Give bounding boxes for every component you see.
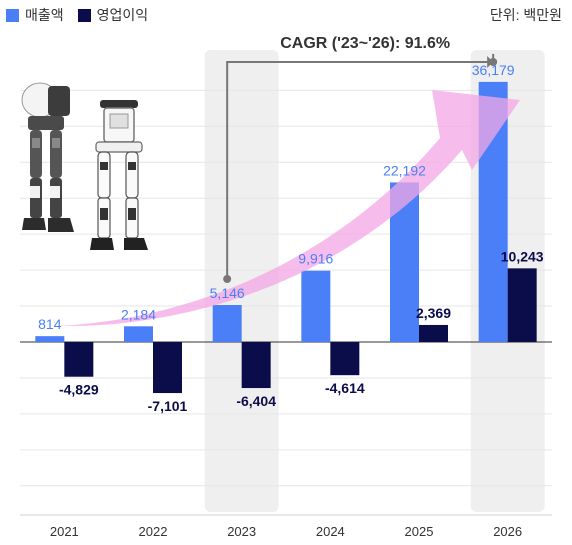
robot-exoskeleton-white-image — [90, 100, 148, 250]
operating-income-value-label-2022: -7,101 — [148, 398, 188, 414]
operating-income-value-label-2021: -4,829 — [59, 382, 99, 398]
operating-income-bar-2022 — [153, 342, 182, 394]
revenue-value-label-2021: 814 — [38, 316, 62, 332]
legend-swatch-operating-income — [77, 8, 91, 22]
legend-item-revenue: 매출액 — [6, 5, 64, 25]
highlight-band-2023 — [204, 50, 279, 512]
revenue-value-label-2024: 9,916 — [298, 251, 333, 267]
operating-income-bar-2024 — [330, 342, 360, 376]
revenue-value-label-2022: 2,184 — [121, 306, 156, 322]
operating-income-value-label-2023: -6,404 — [236, 393, 276, 409]
operating-income-value-label-2026: 10,243 — [501, 248, 544, 264]
growth-arrow — [58, 90, 520, 327]
x-tick-label-2023: 2023 — [227, 524, 256, 539]
legend-item-operating-income: 영업이익 — [77, 5, 149, 25]
operating-income-value-label-2025: 2,369 — [416, 305, 451, 321]
legend-swatch-revenue — [6, 8, 19, 22]
revenue-value-label-2023: 5,146 — [210, 285, 245, 301]
operating-income-value-label-2024: -4,614 — [325, 380, 365, 396]
cagr-annotation: CAGR ('23~'26): 91.6% — [280, 35, 450, 52]
operating-income-bar-2023 — [241, 342, 271, 389]
cagr-connector — [226, 53, 495, 279]
x-tick-label-2026: 2026 — [493, 524, 522, 539]
robot-exoskeleton-dark-image — [21, 82, 74, 232]
x-tick-label-2024: 2024 — [316, 524, 345, 539]
legend: 매출액 영업이익 — [6, 5, 162, 25]
revenue-bar-2021 — [35, 336, 65, 342]
revenue-value-label-2025: 22,192 — [383, 162, 426, 178]
x-tick-label-2025: 2025 — [405, 524, 434, 539]
cagr-end-dot — [489, 58, 498, 66]
x-tick-label-2021: 2021 — [50, 524, 79, 539]
revenue-value-label-2026: 36,179 — [472, 62, 515, 78]
legend-label-revenue: 매출액 — [25, 7, 64, 23]
legend-label-operating-income: 영업이익 — [96, 7, 149, 23]
operating-income-bar-2025 — [419, 324, 448, 342]
revenue-bar-2022 — [124, 326, 153, 342]
unit-label: 단위: 백만원 — [489, 7, 562, 23]
cagr-start-dot — [223, 275, 232, 284]
x-tick-label-2022: 2022 — [139, 524, 168, 539]
revenue-bar-2024 — [301, 270, 331, 342]
operating-income-bar-2021 — [64, 342, 94, 377]
revenue-bar-2023 — [212, 305, 242, 342]
operating-income-bar-2026 — [507, 268, 537, 342]
